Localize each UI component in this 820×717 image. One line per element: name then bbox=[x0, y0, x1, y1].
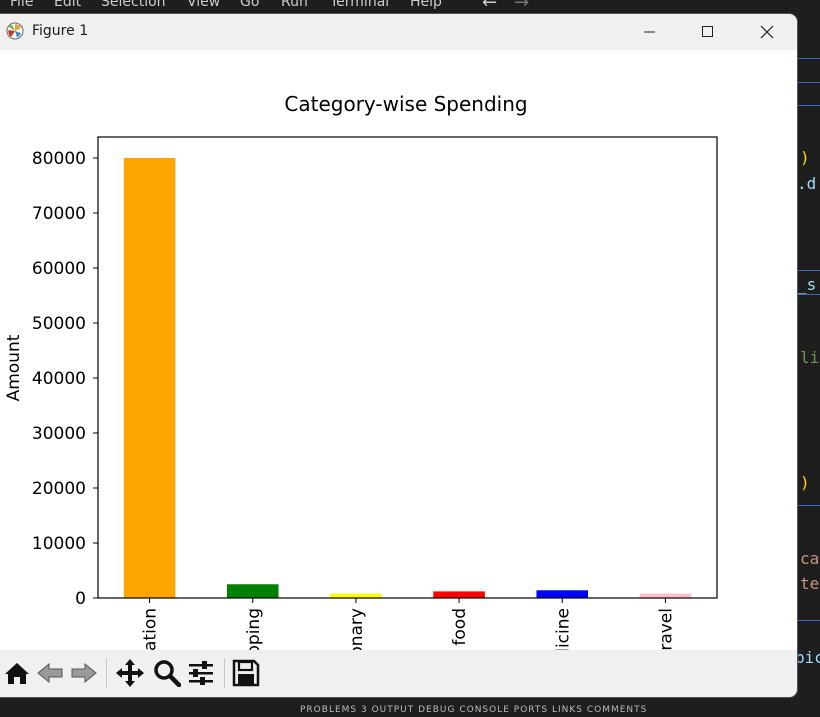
bar-onary bbox=[330, 593, 382, 598]
maximize-icon bbox=[702, 26, 713, 37]
y-tick-label: 30000 bbox=[32, 424, 86, 444]
bar-chart: Category-wise Spending Amount 0 10000 2000… bbox=[4, 92, 718, 660]
title-bar[interactable]: Figure 1 bbox=[0, 14, 797, 50]
y-tick-label: 50000 bbox=[32, 314, 86, 334]
pan-button[interactable] bbox=[113, 656, 147, 690]
configure-subplots-button[interactable] bbox=[184, 656, 218, 690]
configure-subplots-icon bbox=[189, 661, 213, 685]
x-tick-label: onary bbox=[347, 608, 367, 650]
code-fragment: .d bbox=[797, 174, 817, 193]
menu-go[interactable]: Go bbox=[240, 0, 260, 10]
matplotlib-icon bbox=[6, 22, 24, 40]
bar-cation bbox=[123, 158, 176, 598]
panel-tabs-label: PROBLEMS 3 OUTPUT DEBUG CONSOLE PORTS LI… bbox=[300, 705, 648, 715]
background-editor: ) .d _s li ) ca te pic bbox=[797, 0, 820, 717]
x-tick-label: food bbox=[450, 608, 470, 646]
figure-canvas[interactable]: Category-wise Spending Amount 0 10000 2000… bbox=[0, 50, 797, 660]
code-fragment: pic bbox=[797, 648, 820, 667]
back-icon bbox=[37, 662, 63, 684]
save-icon bbox=[232, 659, 260, 687]
code-fragment: ) bbox=[800, 473, 810, 492]
x-tick-label: dicine bbox=[553, 608, 573, 650]
y-axis-label: Amount bbox=[4, 334, 24, 401]
code-fragment: ca bbox=[800, 549, 820, 568]
forward-button[interactable] bbox=[67, 656, 101, 690]
window-title: Figure 1 bbox=[32, 23, 89, 39]
menu-run[interactable]: Run bbox=[281, 0, 308, 10]
toolbar-separator bbox=[224, 658, 225, 688]
background-menubar: File Edit Selection View Go Run Terminal… bbox=[0, 0, 560, 10]
home-button[interactable] bbox=[0, 656, 34, 690]
close-icon bbox=[760, 25, 774, 39]
minimize-icon bbox=[644, 31, 655, 33]
y-tick-label: 70000 bbox=[32, 204, 86, 224]
code-fragment: li bbox=[800, 348, 820, 367]
menu-edit[interactable]: Edit bbox=[54, 0, 82, 10]
nav-forward-icon[interactable]: → bbox=[514, 0, 530, 13]
home-icon bbox=[5, 663, 29, 684]
menu-help[interactable]: Help bbox=[410, 0, 442, 10]
x-tick-label: cation bbox=[141, 608, 161, 650]
y-tick-label: 10000 bbox=[32, 534, 86, 554]
y-tick-label: 20000 bbox=[32, 479, 86, 499]
minimize-button[interactable] bbox=[621, 14, 679, 50]
y-tick-label: 80000 bbox=[32, 149, 86, 169]
x-tick-label: travel bbox=[656, 608, 676, 650]
y-tick-label: 40000 bbox=[32, 369, 86, 389]
code-fragment: _s bbox=[797, 275, 817, 294]
menu-selection[interactable]: Selection bbox=[101, 0, 166, 10]
toolbar-separator bbox=[106, 658, 107, 688]
zoom-button[interactable] bbox=[150, 656, 184, 690]
zoom-icon bbox=[154, 660, 181, 687]
bar-pping bbox=[226, 584, 279, 598]
close-button[interactable] bbox=[738, 14, 796, 50]
pan-icon bbox=[116, 659, 144, 687]
axes-frame bbox=[97, 136, 718, 599]
bar-dicine bbox=[536, 590, 589, 598]
background-panel-tabs: PROBLEMS 3 OUTPUT DEBUG CONSOLE PORTS LI… bbox=[0, 697, 820, 717]
code-fragment: te bbox=[800, 574, 820, 593]
nav-back-icon[interactable]: ← bbox=[482, 0, 498, 13]
navigation-toolbar bbox=[0, 650, 797, 697]
x-tick-label: pping bbox=[244, 608, 264, 650]
save-button[interactable] bbox=[229, 656, 263, 690]
menu-view[interactable]: View bbox=[187, 0, 221, 10]
back-button[interactable] bbox=[33, 656, 67, 690]
y-tick-label: 0 bbox=[75, 589, 86, 609]
chart-title: Category-wise Spending bbox=[284, 92, 527, 116]
y-tick-label: 60000 bbox=[32, 259, 86, 279]
bar-travel bbox=[639, 593, 692, 598]
forward-icon bbox=[71, 662, 97, 684]
code-fragment: ) bbox=[800, 148, 810, 167]
figure-window: Figure 1 Category-wise Spending Amount 0… bbox=[0, 14, 797, 697]
menu-file[interactable]: File bbox=[10, 0, 34, 10]
maximize-button[interactable] bbox=[679, 14, 737, 50]
menu-terminal[interactable]: Terminal bbox=[330, 0, 390, 10]
bar-food bbox=[433, 591, 485, 598]
